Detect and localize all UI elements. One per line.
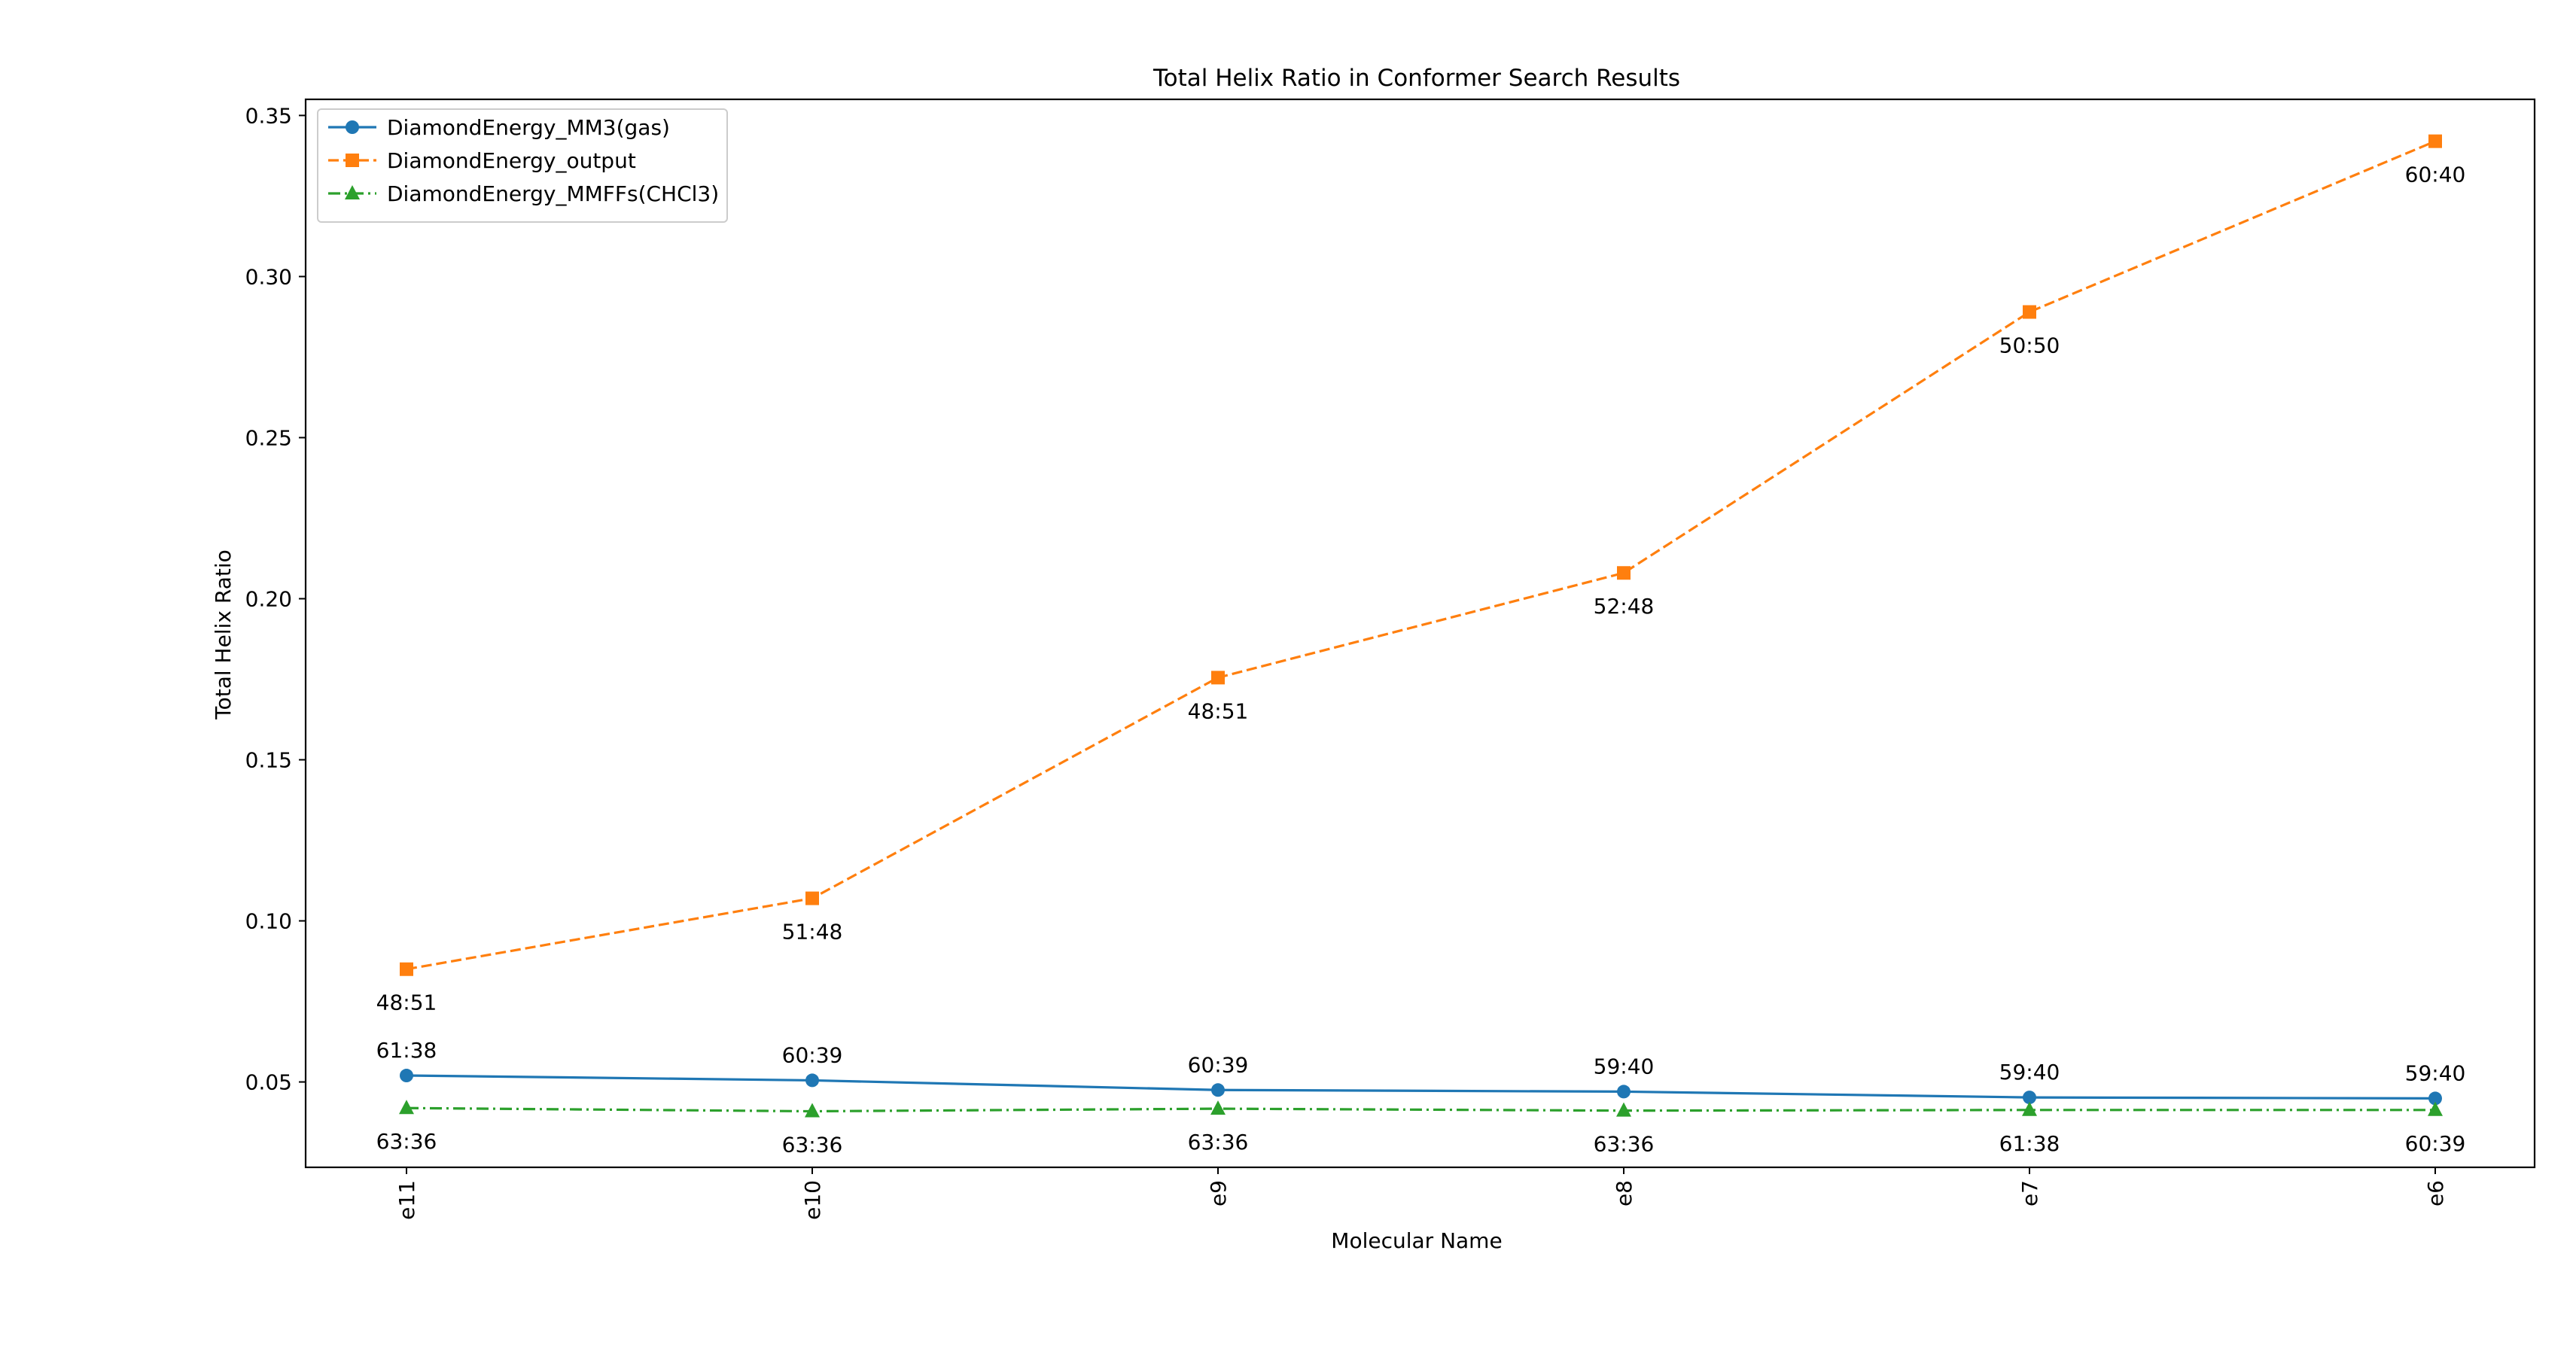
- legend-label: DiamondEnergy_MM3(gas): [387, 115, 670, 140]
- y-tick-label: 0.20: [245, 586, 292, 611]
- data-label: 63:36: [1188, 1130, 1249, 1155]
- legend-box: [317, 108, 728, 223]
- y-tick-label: 0.25: [245, 425, 292, 450]
- data-point: [2023, 1091, 2036, 1105]
- data-point: [400, 1069, 413, 1083]
- data-point: [1616, 1102, 1631, 1117]
- data-label: 61:38: [1999, 1131, 2060, 1156]
- x-tick-label: e11: [394, 1180, 419, 1220]
- data-label: 48:51: [1188, 698, 1249, 723]
- data-label: 63:36: [376, 1129, 437, 1154]
- data-label: 48:51: [376, 990, 437, 1015]
- y-axis-label: Total Helix Ratio: [211, 549, 236, 720]
- series-3: 63:36 63:36 63:36 63:36 61:38 60:39: [376, 1100, 2466, 1158]
- x-tick-label: e9: [1206, 1180, 1231, 1206]
- y-tick-label: 0.10: [245, 909, 292, 934]
- plot-frame: [304, 98, 2536, 1169]
- data-point: [805, 1103, 820, 1118]
- data-point: [1617, 1085, 1631, 1099]
- legend-marker: [346, 120, 359, 134]
- data-label: 59:40: [2405, 1060, 2466, 1085]
- legend-marker: [345, 185, 360, 199]
- data-point: [1211, 1083, 1225, 1097]
- data-label: 51:48: [782, 920, 843, 945]
- data-label: 61:38: [376, 1038, 437, 1063]
- data-label: 63:36: [782, 1133, 843, 1158]
- data-point: [1210, 1100, 1226, 1115]
- series-1: 61:38 60:39 60:39 59:40 59:40 59:40: [376, 1038, 2466, 1106]
- data-point: [1211, 671, 1225, 685]
- legend-item: DiamondEnergy_MMFFs(CHCl3): [328, 181, 719, 206]
- data-point: [2022, 1101, 2037, 1116]
- data-label: 60:39: [1188, 1052, 1249, 1077]
- series-line: [406, 1106, 2435, 1113]
- series-2: 48:51 51:48 48:51 52:48 50:50 60:40: [376, 134, 2466, 1015]
- data-label: 60:40: [2405, 163, 2466, 187]
- data-point: [805, 891, 819, 905]
- y-tick-label: 0.30: [245, 264, 292, 289]
- data-label: 60:39: [782, 1042, 843, 1067]
- legend-item: DiamondEnergy_output: [328, 148, 636, 173]
- x-tick-label: e8: [1612, 1180, 1637, 1206]
- legend-label: DiamondEnergy_output: [387, 148, 636, 173]
- data-label: 50:50: [1999, 333, 2060, 358]
- legend-item: DiamondEnergy_MM3(gas): [328, 115, 670, 140]
- legend: DiamondEnergy_MM3(gas) DiamondEnergy_outp…: [317, 108, 728, 223]
- series-line: [406, 1074, 2436, 1100]
- data-point: [1617, 566, 1631, 580]
- legend-label: DiamondEnergy_MMFFs(CHCl3): [387, 181, 719, 206]
- y-tick-label: 0.05: [245, 1070, 292, 1095]
- data-point: [400, 962, 413, 976]
- y-tick-label: 0.15: [245, 748, 292, 773]
- data-point: [2428, 1091, 2442, 1106]
- data-label: 59:40: [1999, 1060, 2060, 1085]
- data-point: [2428, 134, 2442, 148]
- legend-marker: [346, 154, 359, 167]
- x-axis-label: Molecular Name: [1331, 1228, 1502, 1253]
- data-label: 52:48: [1594, 594, 1655, 619]
- x-tick-label: e7: [2017, 1180, 2042, 1206]
- y-tick-label: 0.35: [245, 103, 292, 128]
- data-point: [805, 1073, 819, 1088]
- plot-content: 0.05 0.10 0.15 0.20 0.25 0.30 0.35 e11 e10 e9 e8 e7…: [245, 103, 2466, 1219]
- data-point: [2428, 1101, 2443, 1116]
- data-label: 60:39: [2405, 1131, 2466, 1156]
- x-tick-label: e6: [2423, 1180, 2448, 1206]
- data-label: 59:40: [1594, 1054, 1655, 1079]
- data-point: [2023, 305, 2036, 319]
- chart-title: Total Helix Ratio in Conformer Search Re…: [1153, 65, 1680, 92]
- x-tick-label: e10: [800, 1180, 825, 1220]
- data-label: 63:36: [1594, 1132, 1655, 1157]
- data-point: [399, 1100, 414, 1115]
